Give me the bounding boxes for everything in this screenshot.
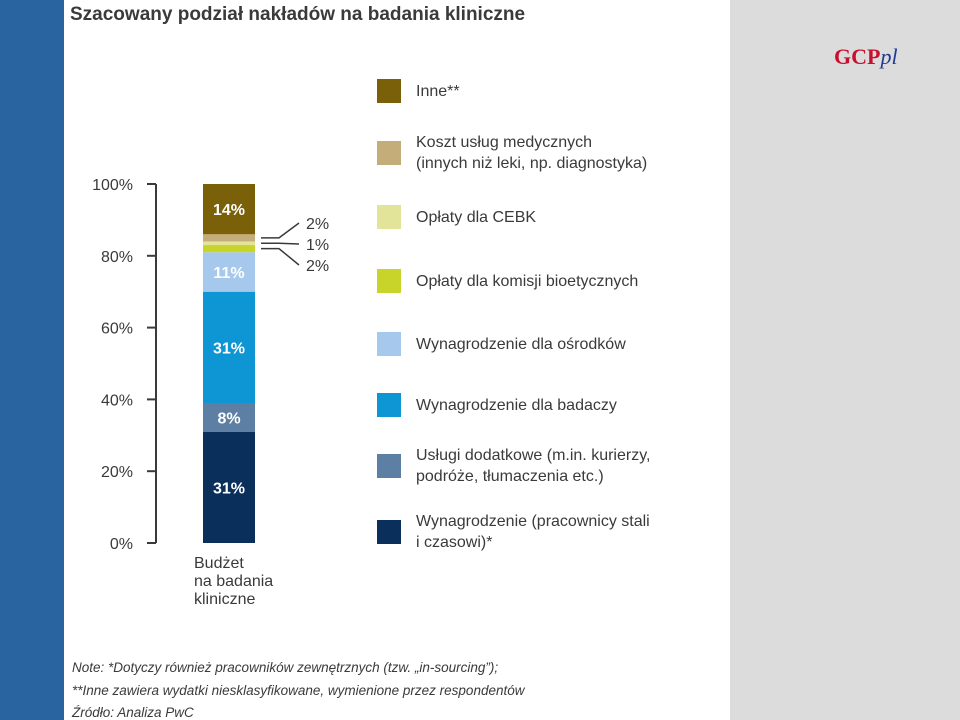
x-category-label: kliniczne xyxy=(194,591,255,608)
bar-segment xyxy=(203,402,255,432)
legend-label: podróże, tłumaczenia etc.) xyxy=(416,468,604,485)
slide xyxy=(64,0,730,720)
stacked-bar-chart: 0% 20% 40% 60% 80% 100% 31% 8% 31% 11% 14% 2% 1% 2% Bu… xyxy=(92,79,650,608)
callout-label: 1% xyxy=(306,237,329,254)
legend-label: i czasowi)* xyxy=(416,534,492,551)
legend-swatch xyxy=(377,269,401,293)
note-line: Źródło: Analiza PwC xyxy=(72,705,194,720)
legend-swatch xyxy=(377,520,401,544)
bar-data-label: 14% xyxy=(213,202,245,219)
bar-segment xyxy=(203,252,255,292)
note-line: Note: *Dotyczy również pracowników zewnę… xyxy=(72,660,499,675)
side-band xyxy=(0,0,64,720)
bar-data-label: 8% xyxy=(217,410,240,427)
y-tick-label: 40% xyxy=(101,392,133,409)
bar-segment xyxy=(203,431,255,543)
right-panel xyxy=(730,0,960,720)
bar-data-label: 11% xyxy=(213,265,244,282)
legend-label: Wynagrodzenie dla ośrodków xyxy=(416,336,626,353)
callout-line xyxy=(261,247,300,266)
x-category-label: na badania xyxy=(194,573,273,590)
x-category-label: Budżet xyxy=(194,555,244,572)
callout-line xyxy=(261,222,300,239)
bar-segment xyxy=(203,184,255,235)
legend-label: Wynagrodzenie (pracownicy stali xyxy=(416,513,650,530)
legend-label: Opłaty dla komisji bioetycznych xyxy=(416,273,638,290)
legend-swatch xyxy=(377,141,401,165)
bar-segment xyxy=(203,245,255,253)
chart-title: Szacowany podział nakładów na badania kl… xyxy=(70,4,526,25)
legend-label: Usługi dodatkowe (m.in. kurierzy, xyxy=(416,447,650,464)
bar-data-label: 31% xyxy=(213,480,245,497)
legend-label: Koszt usług medycznych xyxy=(416,134,592,151)
callout-label: 2% xyxy=(306,258,329,275)
bar-segment xyxy=(203,241,255,246)
y-tick-label: 100% xyxy=(92,177,133,194)
bar-data-label: 31% xyxy=(213,340,245,357)
y-tick-label: 80% xyxy=(101,249,133,266)
legend-swatch xyxy=(377,79,401,103)
y-tick-label: 20% xyxy=(101,464,133,481)
y-tick-label: 0% xyxy=(110,536,133,553)
gcp-logo: GCPpl xyxy=(834,44,898,69)
legend-label: (innych niż leki, np. diagnostyka) xyxy=(416,155,647,172)
y-tick-label: 60% xyxy=(101,321,133,338)
callout-line xyxy=(261,242,300,245)
legend-label: Opłaty dla CEBK xyxy=(416,209,536,226)
legend-swatch xyxy=(377,393,401,417)
legend-swatch xyxy=(377,454,401,478)
bar-segment xyxy=(203,234,255,242)
legend-label: Inne** xyxy=(416,83,460,100)
bar-segment xyxy=(203,291,255,403)
callout-label: 2% xyxy=(306,216,329,233)
legend-label: Wynagrodzenie dla badaczy xyxy=(416,397,617,414)
legend-swatch xyxy=(377,332,401,356)
note-line: **Inne zawiera wydatki niesklasyfikowane… xyxy=(72,683,525,698)
legend-swatch xyxy=(377,205,401,229)
